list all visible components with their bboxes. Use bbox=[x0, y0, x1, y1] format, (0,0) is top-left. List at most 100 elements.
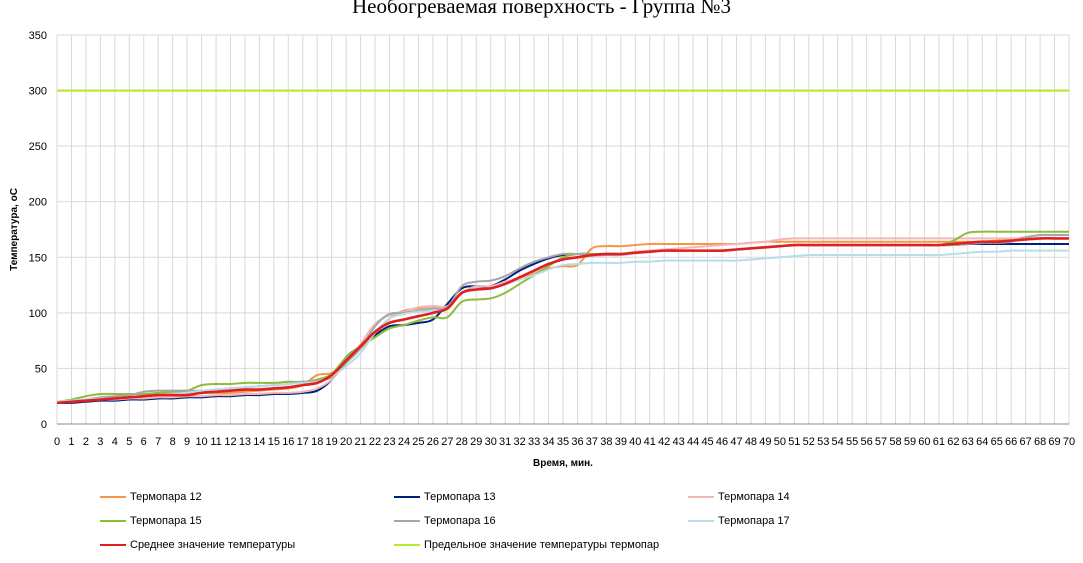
chart-legend: Термопара 12 Термопара 13 Термопара 14 Терм… bbox=[100, 489, 1080, 561]
x-tick-label: 16 bbox=[282, 436, 294, 448]
legend-swatch bbox=[394, 496, 420, 498]
gridlines bbox=[56, 34, 1070, 425]
legend-item: Предельное значение температуры термопар bbox=[394, 537, 659, 553]
x-tick-label: 60 bbox=[918, 436, 930, 448]
x-tick-label: 2 bbox=[83, 436, 89, 448]
x-tick-label: 1 bbox=[68, 436, 74, 448]
x-tick-label: 41 bbox=[644, 436, 656, 448]
legend-swatch bbox=[688, 496, 714, 498]
x-tick-label: 6 bbox=[141, 436, 147, 448]
y-tick-label: 0 bbox=[41, 419, 47, 431]
x-tick-label: 3 bbox=[97, 436, 103, 448]
x-tick-label: 25 bbox=[412, 436, 424, 448]
x-tick-label: 34 bbox=[542, 436, 554, 448]
series-line-6 bbox=[56, 249, 1069, 403]
x-tick-label: 12 bbox=[224, 436, 236, 448]
x-tick-label: 8 bbox=[170, 436, 176, 448]
x-tick-label: 15 bbox=[268, 436, 280, 448]
y-tick-label: 200 bbox=[29, 197, 47, 209]
legend-label: Термопара 16 bbox=[424, 515, 496, 527]
x-tick-label: 38 bbox=[600, 436, 612, 448]
x-tick-label: 7 bbox=[155, 436, 161, 448]
x-tick-label: 18 bbox=[311, 436, 323, 448]
x-tick-label: 58 bbox=[889, 436, 901, 448]
x-tick-label: 19 bbox=[326, 436, 338, 448]
x-tick-label: 30 bbox=[485, 436, 497, 448]
x-tick-label: 32 bbox=[514, 436, 526, 448]
legend-label: Предельное значение температуры термопар bbox=[424, 539, 660, 551]
x-tick-label: 66 bbox=[1005, 436, 1017, 448]
legend-label: Термопара 12 bbox=[130, 491, 202, 503]
legend-label: Среднее значение температуры bbox=[130, 539, 296, 551]
y-axis-label: Температура, оС bbox=[9, 188, 20, 271]
x-tick-label: 39 bbox=[615, 436, 627, 448]
x-tick-label: 68 bbox=[1034, 436, 1046, 448]
legend-swatch bbox=[394, 544, 420, 546]
legend-swatch bbox=[394, 520, 420, 522]
x-tick-label: 33 bbox=[528, 436, 540, 448]
x-tick-label: 21 bbox=[354, 436, 366, 448]
series-lines bbox=[56, 89, 1069, 405]
y-tick-label: 50 bbox=[35, 363, 47, 375]
x-tick-label: 45 bbox=[701, 436, 713, 448]
x-tick-label: 52 bbox=[803, 436, 815, 448]
series-line-1 bbox=[56, 233, 1069, 403]
x-tick-label: 5 bbox=[126, 436, 132, 448]
x-tick-label: 35 bbox=[557, 436, 569, 448]
x-tick-label: 59 bbox=[904, 436, 916, 448]
x-tick-label: 22 bbox=[369, 436, 381, 448]
x-tick-label: 54 bbox=[832, 436, 844, 448]
x-tick-label: 53 bbox=[817, 436, 829, 448]
x-tick-label: 44 bbox=[687, 436, 699, 448]
y-tick-label: 150 bbox=[29, 252, 47, 264]
y-tick-label: 250 bbox=[29, 141, 47, 153]
x-tick-label: 13 bbox=[239, 436, 251, 448]
x-tick-label: 47 bbox=[730, 436, 742, 448]
x-tick-label: 37 bbox=[586, 436, 598, 448]
x-tick-label: 62 bbox=[947, 436, 959, 448]
x-tick-label: 9 bbox=[184, 436, 190, 448]
legend-item: Термопара 17 bbox=[688, 513, 790, 529]
legend-swatch bbox=[100, 496, 126, 498]
x-tick-label: 31 bbox=[499, 436, 511, 448]
x-tick-label: 49 bbox=[759, 436, 771, 448]
x-tick-label: 42 bbox=[658, 436, 670, 448]
x-tick-label: 51 bbox=[788, 436, 800, 448]
x-tick-label: 4 bbox=[112, 436, 118, 448]
x-tick-label: 28 bbox=[456, 436, 468, 448]
x-tick-label: 64 bbox=[976, 436, 988, 448]
x-tick-label: 55 bbox=[846, 436, 858, 448]
y-tick-label: 300 bbox=[29, 86, 47, 98]
x-tick-label: 48 bbox=[745, 436, 757, 448]
x-tick-label: 11 bbox=[210, 436, 221, 448]
x-tick-label: 67 bbox=[1020, 436, 1032, 448]
x-tick-label: 24 bbox=[398, 436, 410, 448]
legend-swatch bbox=[688, 520, 714, 522]
legend-label: Термопара 17 bbox=[718, 515, 790, 527]
x-tick-label: 69 bbox=[1048, 436, 1060, 448]
x-tick-label: 17 bbox=[297, 436, 309, 448]
x-tick-label: 65 bbox=[991, 436, 1003, 448]
legend-swatch bbox=[100, 544, 126, 546]
x-tick-label: 20 bbox=[340, 436, 352, 448]
legend-item: Среднее значение температуры bbox=[100, 537, 295, 553]
x-tick-label: 27 bbox=[441, 436, 453, 448]
x-tick-label: 70 bbox=[1063, 436, 1075, 448]
x-axis-label: Время, мин. bbox=[533, 458, 593, 469]
legend-label: Термопара 13 bbox=[424, 491, 496, 503]
y-tick-label: 350 bbox=[29, 30, 47, 42]
legend-item: Термопара 15 bbox=[100, 513, 202, 529]
x-tick-label: 61 bbox=[933, 436, 945, 448]
x-tick-label: 56 bbox=[860, 436, 872, 448]
legend-item: Термопара 14 bbox=[688, 489, 790, 505]
legend-item: Термопара 13 bbox=[394, 489, 496, 505]
x-tick-label: 40 bbox=[629, 436, 641, 448]
legend-label: Термопара 14 bbox=[718, 491, 790, 503]
x-tick-label: 50 bbox=[774, 436, 786, 448]
x-tick-label: 29 bbox=[470, 436, 482, 448]
x-tick-label: 36 bbox=[571, 436, 583, 448]
x-tick-label: 63 bbox=[962, 436, 974, 448]
y-tick-label: 100 bbox=[29, 308, 47, 320]
